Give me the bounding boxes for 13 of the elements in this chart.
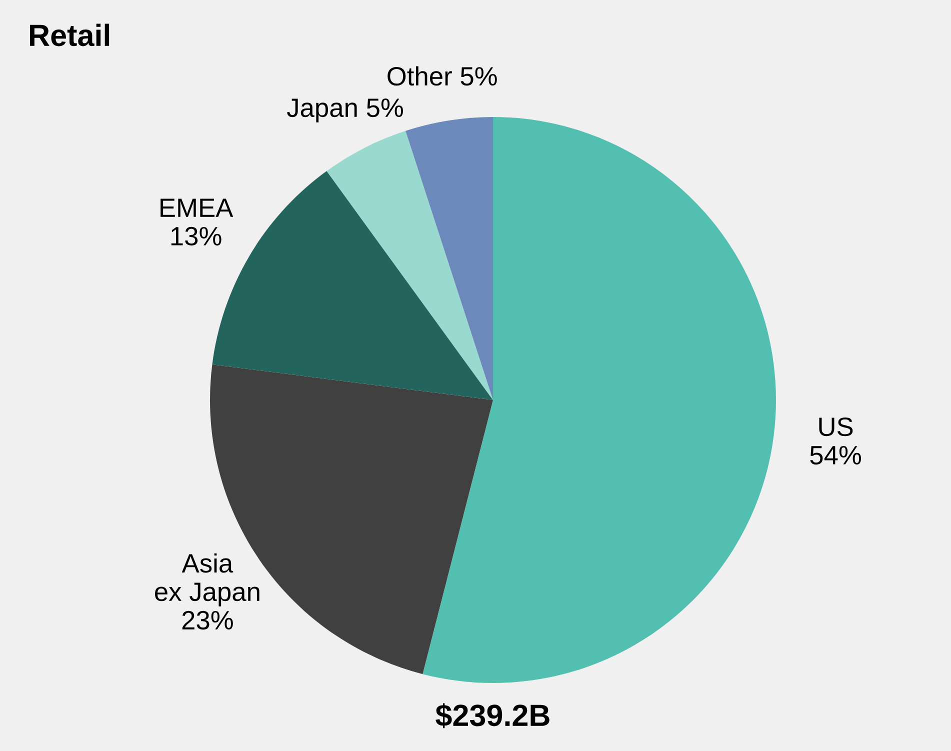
data-label: 13% <box>171 226 222 246</box>
data-label: 54% <box>810 446 862 465</box>
pie-slice <box>422 117 776 683</box>
pie-slice <box>406 117 493 400</box>
slice-label: Asia ex Japan <box>155 553 260 606</box>
chart-title: Retail <box>30 24 110 46</box>
pie-slice <box>326 130 493 400</box>
slice-label: Other 5% <box>388 66 497 86</box>
slice-label: EMEA <box>160 198 234 217</box>
slice-label: US <box>819 417 853 436</box>
text: $239.2B <box>436 703 550 728</box>
slice-label: Japan 5% <box>286 98 403 122</box>
data-label: 23% <box>182 610 233 630</box>
